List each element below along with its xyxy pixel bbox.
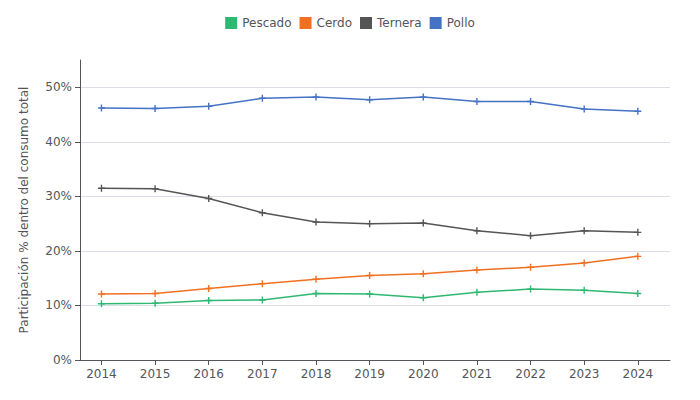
svg-text:2016: 2016 — [193, 367, 224, 381]
svg-text:Participación % dentro del con: Participación % dentro del consumo total — [17, 87, 31, 334]
svg-text:2017: 2017 — [247, 367, 278, 381]
svg-text:2019: 2019 — [354, 367, 385, 381]
svg-text:0%: 0% — [53, 353, 72, 367]
svg-text:40%: 40% — [45, 135, 72, 149]
svg-text:10%: 10% — [45, 298, 72, 312]
svg-text:2024: 2024 — [623, 367, 654, 381]
svg-text:2021: 2021 — [462, 367, 493, 381]
svg-text:50%: 50% — [45, 80, 72, 94]
svg-text:2014: 2014 — [86, 367, 117, 381]
svg-text:2023: 2023 — [569, 367, 600, 381]
svg-text:2015: 2015 — [140, 367, 171, 381]
svg-text:Ternera: Ternera — [376, 16, 422, 30]
svg-text:2020: 2020 — [408, 367, 439, 381]
svg-text:20%: 20% — [45, 244, 72, 258]
svg-text:2022: 2022 — [515, 367, 546, 381]
svg-text:Pollo: Pollo — [447, 16, 475, 30]
svg-text:30%: 30% — [45, 189, 72, 203]
svg-text:2018: 2018 — [301, 367, 332, 381]
svg-text:Pescado: Pescado — [242, 16, 291, 30]
svg-text:Cerdo: Cerdo — [317, 16, 352, 30]
